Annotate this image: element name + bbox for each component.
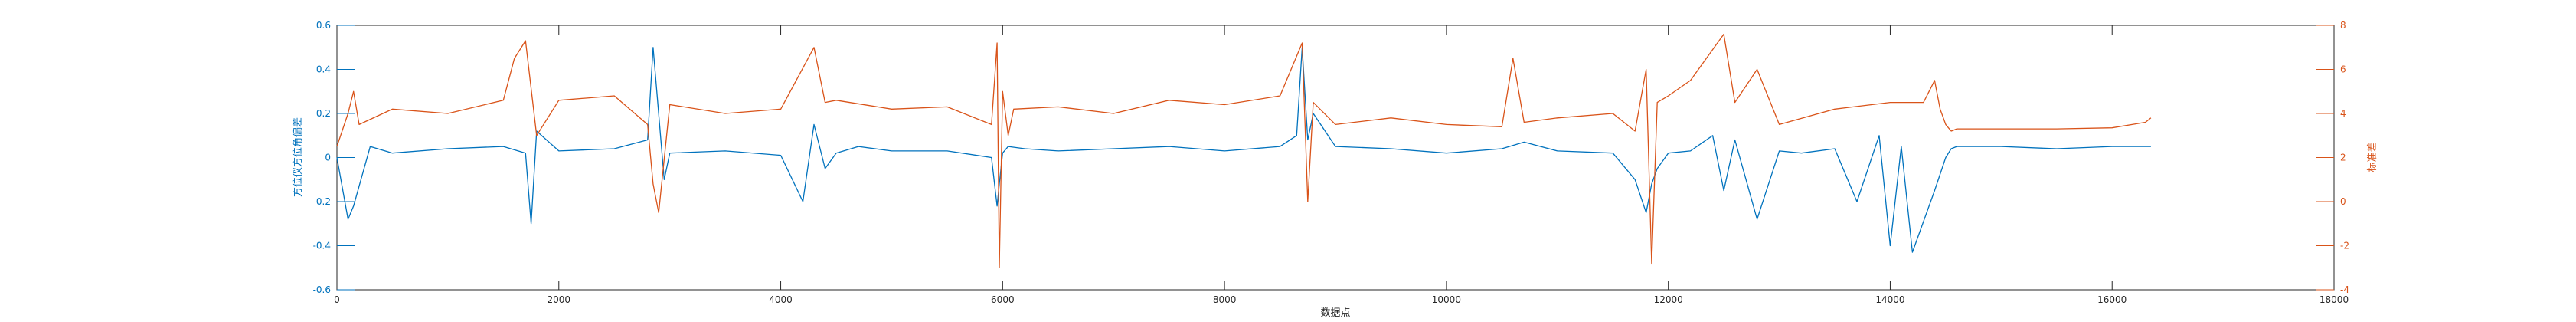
x-tick-label: 14000 [1875,294,1904,305]
x-tick-label: 12000 [1654,294,1683,305]
right-y-tick-label: 8 [2340,20,2346,31]
series-line-std-dev [336,33,2152,268]
right-y-tick-label: 0 [2340,196,2346,207]
left-y-tick-label: -0.4 [313,241,331,251]
x-axis-ticks: 0 2000 4000 6000 8000 10000 12000 14000 16000 180… [334,25,2349,305]
x-tick-label: 2000 [548,294,571,305]
x-tick-label: 0 [334,294,340,305]
right-y-tick-label: -4 [2340,284,2349,295]
series-lines [336,33,2152,268]
right-y-tick-label: 2 [2340,153,2346,163]
x-tick-label: 8000 [1213,294,1237,305]
left-y-tick-label: 0.2 [316,108,331,119]
left-y-axis-label: 方位仪方位角偏差 [292,117,304,197]
left-y-tick-label: -0.6 [313,284,331,295]
right-y-tick-label: 6 [2340,64,2346,75]
x-tick-label: 10000 [1432,294,1461,305]
left-y-tick-label: 0.4 [316,64,331,75]
left-y-tick-label: 0.6 [316,20,331,31]
plot-background [336,25,2335,291]
series-line-azimuth-deviation [336,47,2151,253]
left-y-tick-label: -0.2 [313,196,331,207]
x-tick-label: 18000 [2319,294,2349,305]
left-y-axis-ticks: -0.6 -0.4 -0.2 0 0.2 0.4 0.6 [313,20,355,295]
right-y-axis-label: 标准差 [2367,142,2378,172]
x-tick-label: 6000 [991,294,1015,305]
right-y-tick-label: 4 [2340,108,2346,119]
x-axis-label: 数据点 [1320,307,1350,319]
right-y-axis-ticks: -4 -2 0 2 4 6 8 [2316,20,2349,295]
right-y-tick-label: -2 [2340,241,2349,251]
left-y-tick-label: 0 [325,153,331,163]
x-tick-label: 4000 [769,294,793,305]
x-tick-label: 16000 [2097,294,2127,305]
